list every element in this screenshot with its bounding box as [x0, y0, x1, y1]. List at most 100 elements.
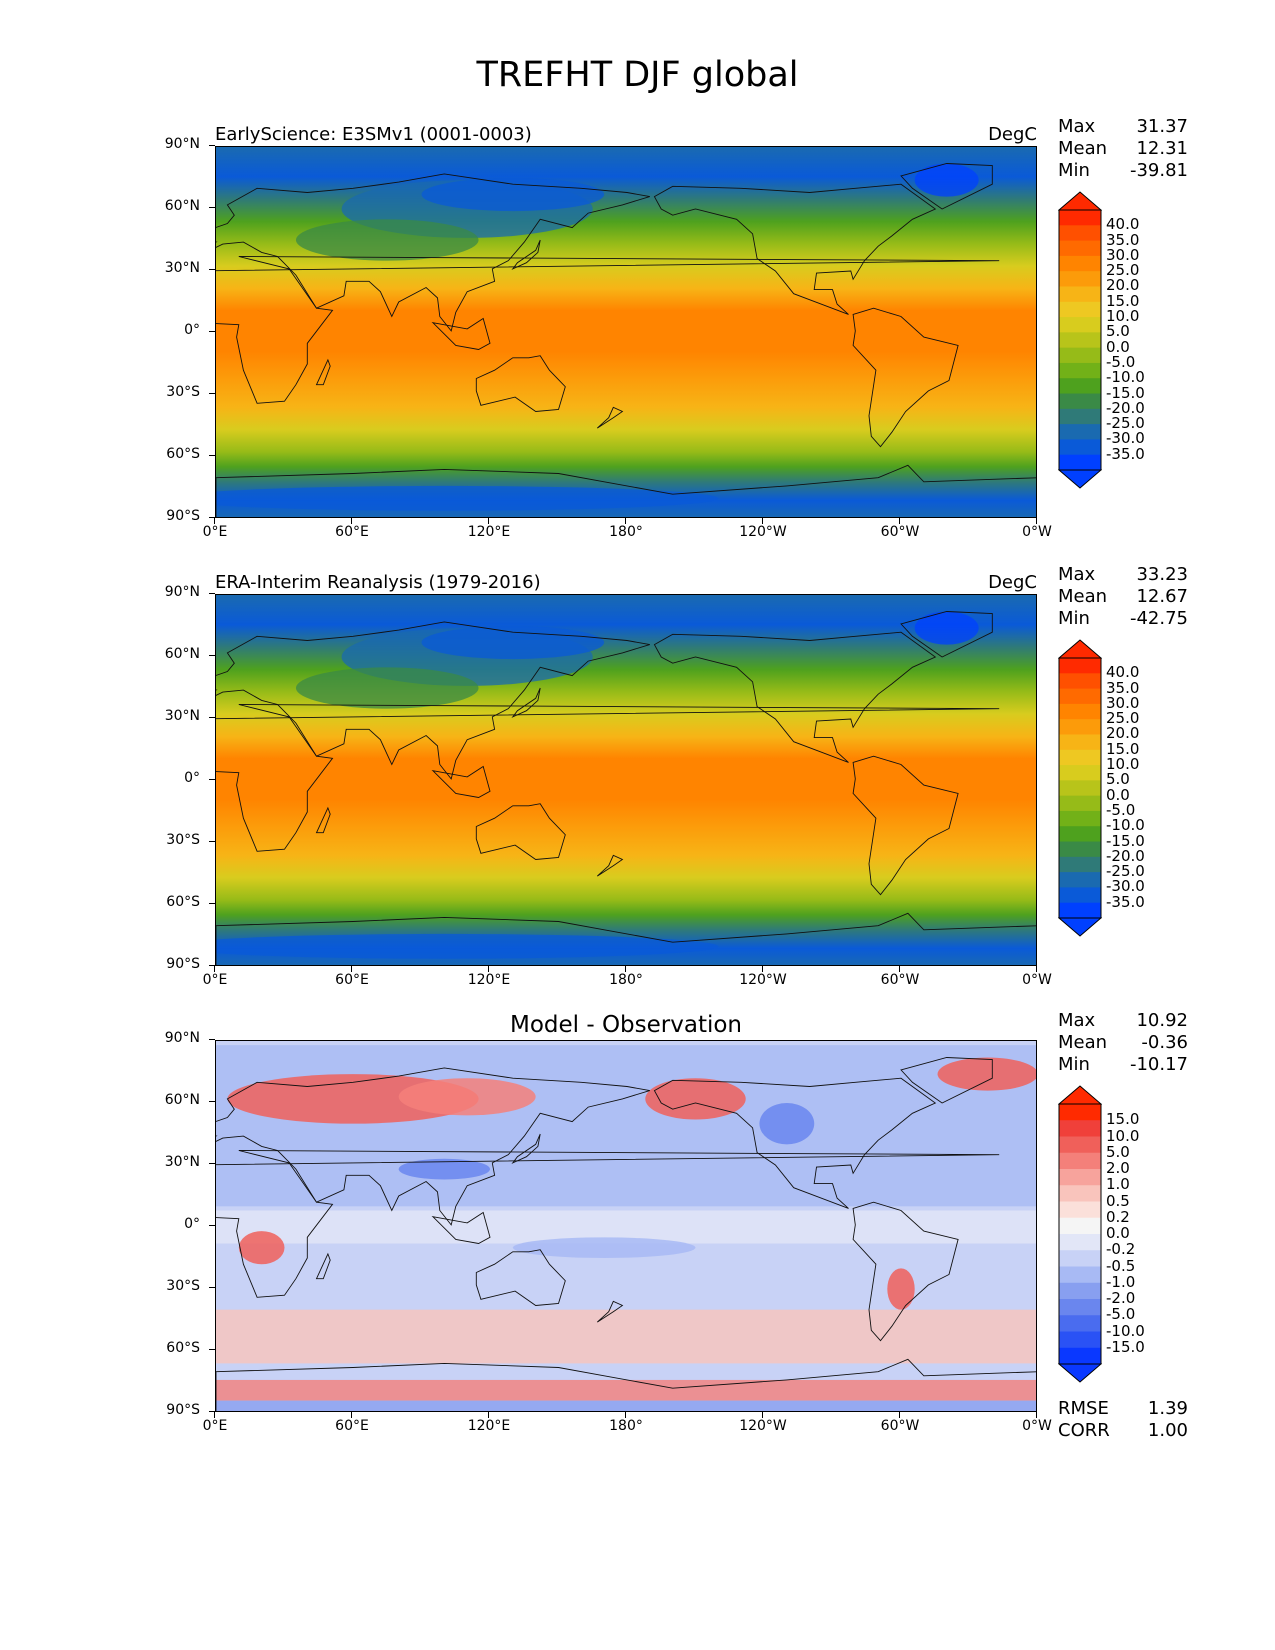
- latitude-tick-label: 0°: [140, 770, 215, 786]
- anomaly-region: [645, 1078, 746, 1120]
- colorbar-segment: [1059, 1282, 1101, 1300]
- colorbar-segment: [1059, 1201, 1101, 1219]
- longitude-tick-label: 60°E: [317, 518, 387, 540]
- longitude-tick-label: 60°W: [865, 966, 935, 988]
- coastline: [900, 163, 993, 210]
- colorbar-segment: [1059, 872, 1101, 888]
- colorbar-level-label: -25.0: [1106, 862, 1145, 881]
- colorbar-level-label: 30.0: [1106, 245, 1140, 264]
- colorbar-level-label: -1.0: [1106, 1272, 1136, 1291]
- panel-units: DegC: [988, 572, 1037, 593]
- coastline: [900, 611, 993, 658]
- stat-row: Min -39.81: [1058, 160, 1188, 182]
- longitude-tick-label: 120°W: [728, 1412, 798, 1434]
- latitude-tick-label: 90°N: [140, 136, 215, 152]
- colorbar-max-extend: [1058, 639, 1102, 659]
- colorbar-level-label: 0.2: [1106, 1207, 1130, 1226]
- anomaly-region: [937, 1057, 1036, 1091]
- map-panel-test: EarlyScience: E3SMv1 (0001-0003) DegC Max 3…: [0, 112, 1275, 552]
- stat-value: 12.67: [1136, 586, 1188, 607]
- colorbar-segment: [1059, 454, 1101, 471]
- metric-label: CORR: [1058, 1420, 1110, 1441]
- colorbar-outline: [1058, 1103, 1102, 1365]
- map-canvas: [216, 1041, 1036, 1411]
- colorbar-level-label: -5.0: [1106, 1305, 1136, 1324]
- coastline: [475, 1249, 566, 1306]
- colorbar-segment: [1059, 378, 1101, 395]
- coastline: [596, 406, 624, 429]
- colorbar-level-label: 10.0: [1106, 307, 1140, 326]
- coastline: [852, 307, 959, 448]
- map-plot-area: [215, 594, 1037, 966]
- colorbar-level-label: -35.0: [1106, 444, 1145, 463]
- colorbar-level-label: -15.0: [1106, 1337, 1145, 1356]
- colorbar-segment: [1059, 673, 1101, 690]
- colorbar-segment: [1059, 1299, 1101, 1316]
- colorbar-segment: [1059, 347, 1101, 364]
- panel-units: DegC: [988, 124, 1037, 145]
- stat-label: Max: [1058, 564, 1096, 585]
- coastline: [216, 173, 650, 332]
- anomaly-region: [398, 1158, 490, 1180]
- colorbar-level-label: 5.0: [1106, 1142, 1130, 1161]
- colorbar-level-label: 35.0: [1106, 230, 1140, 249]
- latitude-tick-label: 60°S: [140, 446, 215, 462]
- panel-left-title: ERA-Interim Reanalysis (1979-2016): [215, 572, 541, 593]
- map-plot-area: [215, 146, 1037, 518]
- colorbar-level-label: 35.0: [1106, 678, 1140, 697]
- latitude-tick-label: 0°: [140, 322, 215, 338]
- latitude-tick-label: 90°S: [140, 956, 215, 972]
- stat-label: Mean: [1058, 1032, 1108, 1053]
- colorbar-min-extend: [1058, 917, 1102, 937]
- stat-value: 12.31: [1136, 138, 1188, 159]
- latitude-tick-label: 30°S: [140, 1278, 215, 1294]
- colorbar-segment: [1059, 1185, 1101, 1202]
- coastline: [216, 1358, 1036, 1411]
- colorbar-segment: [1059, 887, 1101, 904]
- colorbar-level-label: -15.0: [1106, 831, 1145, 850]
- temperature-field: [216, 147, 1036, 517]
- coastline: [653, 631, 937, 763]
- colorbar-level-label: 5.0: [1106, 322, 1130, 341]
- coastline: [431, 1211, 491, 1244]
- colorbar-level-label: 20.0: [1106, 276, 1140, 295]
- colorbar-level-label: -5.0: [1106, 800, 1136, 819]
- colorbar-level-label: -35.0: [1106, 892, 1145, 911]
- anomaly-region: [759, 1103, 815, 1145]
- temperature-field: [216, 595, 1036, 965]
- coastline: [475, 355, 566, 412]
- latitude-tick-label: 60°N: [140, 198, 215, 214]
- map-panel-reference: ERA-Interim Reanalysis (1979-2016) DegC Ma…: [0, 560, 1275, 1000]
- longitude-tick-label: 120°E: [454, 966, 524, 988]
- colorbar-level-label: 40.0: [1106, 663, 1140, 682]
- colorbar-level-label: -0.2: [1106, 1240, 1136, 1259]
- anomaly-region: [887, 1268, 915, 1310]
- cold-region: [295, 219, 479, 261]
- colorbar-level-label: -2.0: [1106, 1289, 1136, 1307]
- latitude-tick-label: 60°N: [140, 1092, 215, 1108]
- figure-title: TREFHT DJF global: [476, 55, 799, 95]
- colorbar: [1058, 191, 1102, 489]
- coastline: [216, 621, 650, 780]
- colorbar-level-label: -10.0: [1106, 816, 1145, 835]
- longitude-tick-label: 0°E: [180, 966, 250, 988]
- latitude-tick-label: 90°N: [140, 584, 215, 600]
- latitude-tick-label: 30°S: [140, 832, 215, 848]
- colorbar-level-label: 25.0: [1106, 261, 1140, 280]
- coastline: [596, 854, 624, 877]
- longitude-tick-label: 60°E: [317, 966, 387, 988]
- anomaly-region: [512, 1237, 696, 1258]
- panel-stats: Max 33.23 Mean 12.67 Min -42.75: [1058, 564, 1188, 630]
- stat-value: 33.23: [1136, 564, 1188, 585]
- colorbar-segment: [1059, 1234, 1101, 1251]
- panel-metrics: RMSE 1.39 CORR 1.00: [1058, 1398, 1188, 1442]
- colorbar-level-label: 1.0: [1106, 1175, 1130, 1194]
- longitude-tick-label: 120°W: [728, 966, 798, 988]
- colorbar-level-label: -15.0: [1106, 383, 1145, 402]
- colorbar-level-label: 15.0: [1106, 291, 1140, 310]
- colorbar-segment: [1059, 1217, 1101, 1235]
- longitude-tick-label: 0°W: [1002, 518, 1072, 540]
- colorbar-level-label: 40.0: [1106, 215, 1140, 234]
- longitude-tick-label: 0°E: [180, 518, 250, 540]
- panel-stats: Max 10.92 Mean -0.36 Min -10.17: [1058, 1010, 1188, 1076]
